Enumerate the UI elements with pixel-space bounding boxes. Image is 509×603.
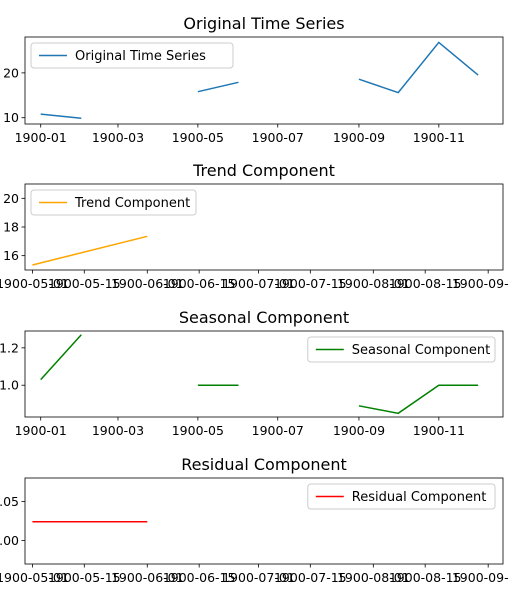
series-line-segment (358, 384, 479, 415)
series-line-segment (32, 235, 148, 266)
x-tick-label: 1900-06-15 (163, 276, 236, 291)
chart-panel-1: Original Time Series 1900-01 1900-03 1900-0… (3, 14, 504, 145)
x-tick-label: 1900-01 (15, 423, 67, 438)
x-tick-label: 1900-05-01 (0, 276, 69, 291)
chart-panel-2: Trend Component1900-05-011900-05-151900-… (0, 161, 509, 291)
x-tick-label: 1900-05 (172, 423, 224, 438)
axes-frame (24, 477, 504, 565)
chart-panel-4: Residual Component1900-05-011900-05-1519… (0, 455, 509, 585)
x-tick-label: 1900-11 (413, 130, 465, 145)
x-tick-label: 1900-08-15 (389, 570, 462, 585)
axes-frame (24, 36, 504, 125)
y-tick-label: 1.2 (0, 340, 19, 355)
x-tick-label: 1900-07-15 (274, 276, 347, 291)
series-line-segment (40, 113, 82, 119)
legend-label: Residual Component (352, 490, 487, 505)
x-tick-label: 1900-05-15 (48, 570, 121, 585)
legend-box (307, 336, 496, 363)
x-tick-label: 1900-08-01 (337, 276, 410, 291)
chart-title: Seasonal Component (179, 308, 349, 327)
x-tick-label: 1900-08-01 (337, 570, 410, 585)
legend-box (30, 189, 197, 216)
y-tick-label: 20 (3, 65, 19, 80)
legend: Seasonal Component (307, 336, 496, 363)
legend-label: Seasonal Component (352, 343, 490, 358)
x-tick-label: 1900-09-01 (452, 570, 509, 585)
x-tick-label: 1900-05-15 (48, 276, 121, 291)
x-tick-label: 1900-07-01 (222, 276, 295, 291)
x-tick-label: 1900-05 (172, 130, 224, 145)
x-tick-label: 1900-09-01 (452, 276, 509, 291)
legend: Trend Component (30, 189, 197, 216)
chart-panel-3: Seasonal Component 1900-01 1900-03 1900-05 1… (0, 308, 504, 438)
x-tick-label: 1900-05-01 (0, 570, 69, 585)
y-tick-label: 16 (3, 248, 19, 263)
legend: Residual Component (307, 483, 496, 510)
x-tick-label: 1900-09 (333, 423, 385, 438)
x-tick-label: 1900-03 (92, 130, 144, 145)
x-tick-label: 1900-08-15 (389, 276, 462, 291)
series-line-segment (197, 81, 239, 93)
chart-title: Trend Component (192, 161, 335, 180)
legend-label: Trend Component (74, 196, 190, 211)
y-tick-label: 1.05 (0, 494, 19, 509)
axes-frame (24, 330, 504, 418)
legend: Original Time Series (30, 42, 234, 69)
x-tick-label: 1900-07 (252, 423, 304, 438)
x-tick-label: 1900-06-15 (163, 570, 236, 585)
x-tick-label: 1900-07 (252, 130, 304, 145)
y-tick-label: 20 (3, 191, 19, 206)
y-tick-label: 18 (3, 220, 19, 235)
y-tick-label: 10 (3, 110, 19, 125)
x-tick-label: 1900-01 (15, 130, 67, 145)
series-line-segment (358, 41, 479, 94)
x-tick-label: 1900-06-01 (111, 570, 184, 585)
legend-box (30, 42, 234, 69)
chart-title: Residual Component (181, 455, 347, 474)
x-tick-label: 1900-07-01 (222, 570, 295, 585)
y-tick-label: 1.0 (0, 378, 19, 393)
series-line-segment (40, 334, 82, 381)
legend-box (307, 483, 496, 510)
x-tick-label: 1900-03 (92, 423, 144, 438)
chart-title: Original Time Series (183, 14, 344, 33)
y-tick-label: 1.00 (0, 533, 19, 548)
x-tick-label: 1900-07-15 (274, 570, 347, 585)
x-tick-label: 1900-11 (413, 423, 465, 438)
x-tick-label: 1900-09 (333, 130, 385, 145)
x-tick-label: 1900-06-01 (111, 276, 184, 291)
legend-label: Original Time Series (75, 49, 206, 64)
